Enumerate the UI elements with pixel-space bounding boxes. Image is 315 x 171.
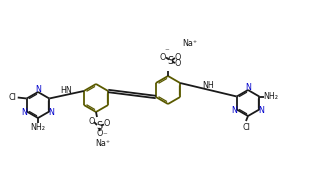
Text: O: O: [89, 116, 95, 126]
Text: ⁻: ⁻: [165, 48, 169, 56]
Text: O: O: [160, 52, 166, 62]
Text: NH: NH: [203, 81, 214, 90]
Text: O: O: [175, 60, 181, 69]
Text: O: O: [175, 52, 181, 62]
Text: NH₂: NH₂: [263, 92, 278, 101]
Text: N: N: [35, 85, 41, 94]
Text: ⁻: ⁻: [103, 131, 107, 141]
Text: S: S: [96, 121, 102, 131]
Text: NH₂: NH₂: [31, 122, 45, 131]
Text: N: N: [49, 108, 54, 117]
Text: S: S: [167, 56, 173, 66]
Text: N: N: [245, 83, 251, 92]
Text: O: O: [97, 128, 103, 137]
Text: Na⁺: Na⁺: [182, 38, 198, 48]
Text: N: N: [22, 108, 27, 117]
Text: Cl: Cl: [9, 93, 17, 102]
Text: N: N: [259, 106, 264, 115]
Text: HN: HN: [61, 86, 72, 95]
Text: Na⁺: Na⁺: [95, 140, 111, 148]
Text: Cl: Cl: [242, 122, 250, 131]
Text: O: O: [104, 120, 110, 128]
Text: N: N: [232, 106, 238, 115]
